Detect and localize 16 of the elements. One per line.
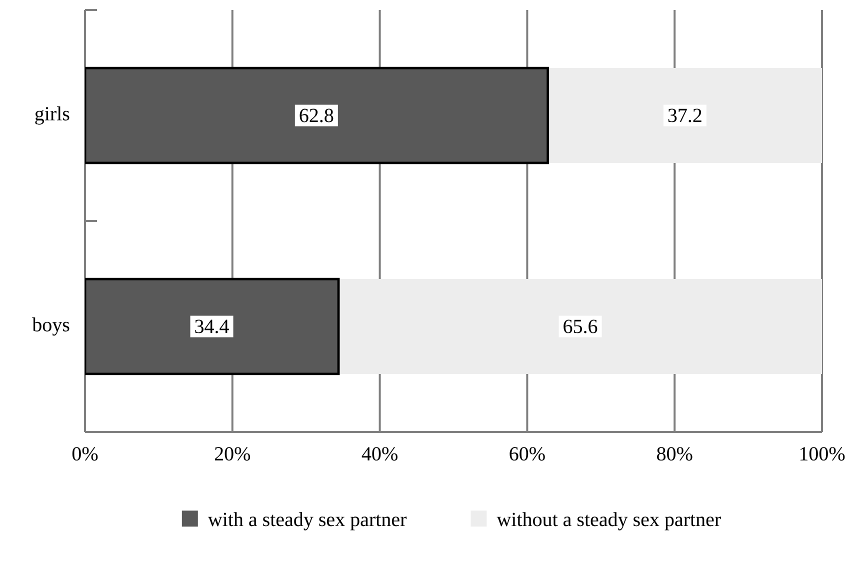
x-tick-label: 40% [362, 447, 398, 461]
y-tick-label: boys [32, 317, 70, 336]
x-tick-label: 60% [510, 447, 545, 461]
data-label: 37.2 [668, 108, 702, 122]
bar [548, 68, 822, 163]
x-tick-label: 80% [657, 447, 692, 461]
data-label: 65.6 [564, 320, 598, 334]
x-tick-label: 20% [214, 447, 250, 461]
data-label: 34.4 [195, 320, 229, 334]
y-tick-label: girls [35, 106, 70, 125]
legend-label: without a steady sex partner [496, 512, 721, 530]
legend-label: with a steady sex partner [208, 512, 407, 530]
x-tick-label: 100% [800, 447, 845, 461]
x-tick-label: 0% [72, 447, 98, 461]
bar [338, 279, 822, 374]
data-label: 62.8 [300, 108, 334, 122]
